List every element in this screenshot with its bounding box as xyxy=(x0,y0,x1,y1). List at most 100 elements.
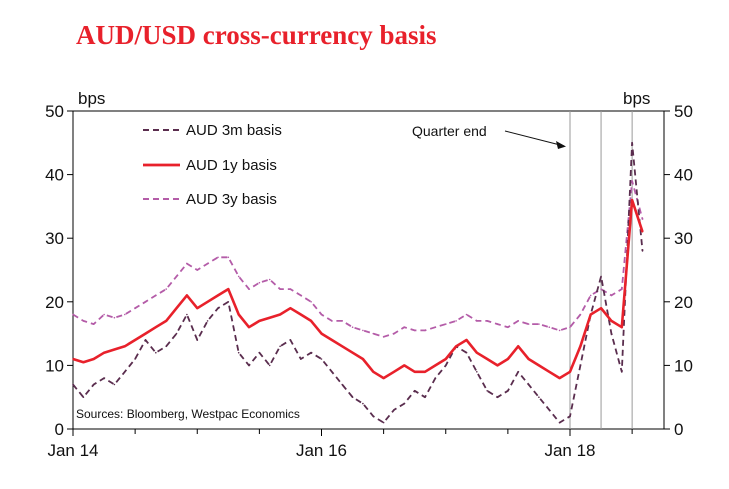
series-point-1 xyxy=(507,390,509,392)
series-point-1 xyxy=(217,307,219,310)
series-point-3 xyxy=(310,301,312,303)
series-point-3 xyxy=(362,329,364,332)
series-point-2 xyxy=(403,364,406,367)
series-point-3 xyxy=(341,320,344,322)
series-point-1 xyxy=(237,351,240,354)
series-point-3 xyxy=(382,336,385,338)
series-point-1 xyxy=(310,351,312,354)
series-point-1 xyxy=(144,339,147,341)
annotation-arrow-line xyxy=(504,130,565,147)
series-point-1 xyxy=(124,371,126,373)
series-point-1 xyxy=(186,313,188,316)
series-point-3 xyxy=(175,275,178,278)
y-left-tick-label: 0 xyxy=(55,420,64,439)
y-right-tick-label: 20 xyxy=(674,293,693,312)
series-point-2 xyxy=(434,364,437,367)
series-point-1 xyxy=(165,345,167,348)
series-point-3 xyxy=(589,294,592,297)
series-point-3 xyxy=(279,288,281,290)
series-point-3 xyxy=(517,320,519,322)
series-point-1 xyxy=(134,358,136,360)
y-left-tick-label: 50 xyxy=(45,102,64,121)
series-point-3 xyxy=(486,320,489,322)
y-right-tick-label: 40 xyxy=(674,166,693,185)
series-point-1 xyxy=(610,332,613,335)
series-point-3 xyxy=(631,180,633,182)
series-point-1 xyxy=(445,364,447,367)
chart-title: AUD/USD cross-currency basis xyxy=(76,20,437,50)
series-point-2 xyxy=(258,320,261,322)
series-point-1 xyxy=(372,415,375,418)
series-point-1 xyxy=(434,377,437,379)
series-point-1 xyxy=(72,383,74,386)
series-point-2 xyxy=(351,351,354,354)
series-point-3 xyxy=(320,313,323,316)
series-point-1 xyxy=(393,409,395,411)
series-point-2 xyxy=(600,307,602,310)
series-point-1 xyxy=(196,339,199,341)
series-point-3 xyxy=(393,332,395,335)
series-point-3 xyxy=(300,294,302,297)
legend-label: AUD 1y basis xyxy=(186,157,277,174)
series-point-2 xyxy=(476,351,478,354)
series-point-3 xyxy=(445,323,447,325)
series-point-2 xyxy=(124,345,126,348)
series-point-1 xyxy=(82,396,85,399)
series-point-3 xyxy=(237,275,240,278)
series-point-3 xyxy=(579,313,582,316)
series-point-3 xyxy=(548,326,551,329)
series-point-1 xyxy=(113,383,116,386)
plot-frame xyxy=(72,110,665,430)
series-point-1 xyxy=(424,396,426,399)
series-point-1 xyxy=(517,371,519,373)
series-point-2 xyxy=(455,345,457,348)
series-point-2 xyxy=(144,332,147,335)
series-point-2 xyxy=(196,307,199,310)
series-point-2 xyxy=(103,351,105,354)
series-point-3 xyxy=(258,281,261,284)
series-point-3 xyxy=(476,320,478,322)
series-point-2 xyxy=(496,364,499,367)
series-point-2 xyxy=(279,313,281,316)
legend-label: AUD 3y basis xyxy=(186,191,277,208)
series-point-1 xyxy=(558,421,561,424)
series-point-3 xyxy=(413,329,416,332)
series-point-3 xyxy=(600,288,602,290)
series-point-3 xyxy=(186,262,188,265)
axes: 0 0 10 10 20 20 30 30 40 40 50 50 Jan 14 Jan 16 Jan 18 xyxy=(45,102,693,460)
series-point-3 xyxy=(268,278,271,281)
series-point-1 xyxy=(527,383,530,386)
y-left-unit-label: bps xyxy=(78,89,105,108)
series-point-1 xyxy=(300,358,302,360)
series-point-1 xyxy=(641,250,644,252)
series-point-2 xyxy=(548,371,551,373)
series-point-1 xyxy=(486,390,489,392)
quarter-end-annotation: Quarter end xyxy=(412,123,487,139)
series-point-2 xyxy=(310,320,312,322)
y-left-tick-label: 30 xyxy=(45,229,64,248)
series-point-3 xyxy=(134,307,136,310)
series-point-3 xyxy=(206,262,209,265)
series-point-2 xyxy=(621,326,623,329)
series-point-2 xyxy=(579,345,582,348)
series-point-1 xyxy=(465,351,468,354)
series-point-2 xyxy=(517,345,519,348)
series-point-1 xyxy=(268,364,271,367)
series-point-1 xyxy=(227,301,230,303)
series-point-1 xyxy=(331,371,333,373)
series-point-1 xyxy=(413,390,416,392)
series-point-1 xyxy=(351,396,354,399)
series-point-2 xyxy=(413,371,416,373)
series-point-2 xyxy=(372,371,375,373)
series-point-3 xyxy=(621,288,623,290)
annotation-arrowhead xyxy=(556,141,566,149)
series-point-1 xyxy=(548,409,551,411)
series-point-2 xyxy=(538,364,540,367)
series-point-1 xyxy=(248,364,250,367)
y-left-tick-label: 10 xyxy=(45,356,64,375)
x-tick-label: Jan 14 xyxy=(47,441,98,460)
series-point-3 xyxy=(289,288,292,290)
source-note: Sources: Bloomberg, Westpac Economics xyxy=(76,407,300,421)
series-point-3 xyxy=(248,288,250,290)
series-point-2 xyxy=(445,358,447,360)
